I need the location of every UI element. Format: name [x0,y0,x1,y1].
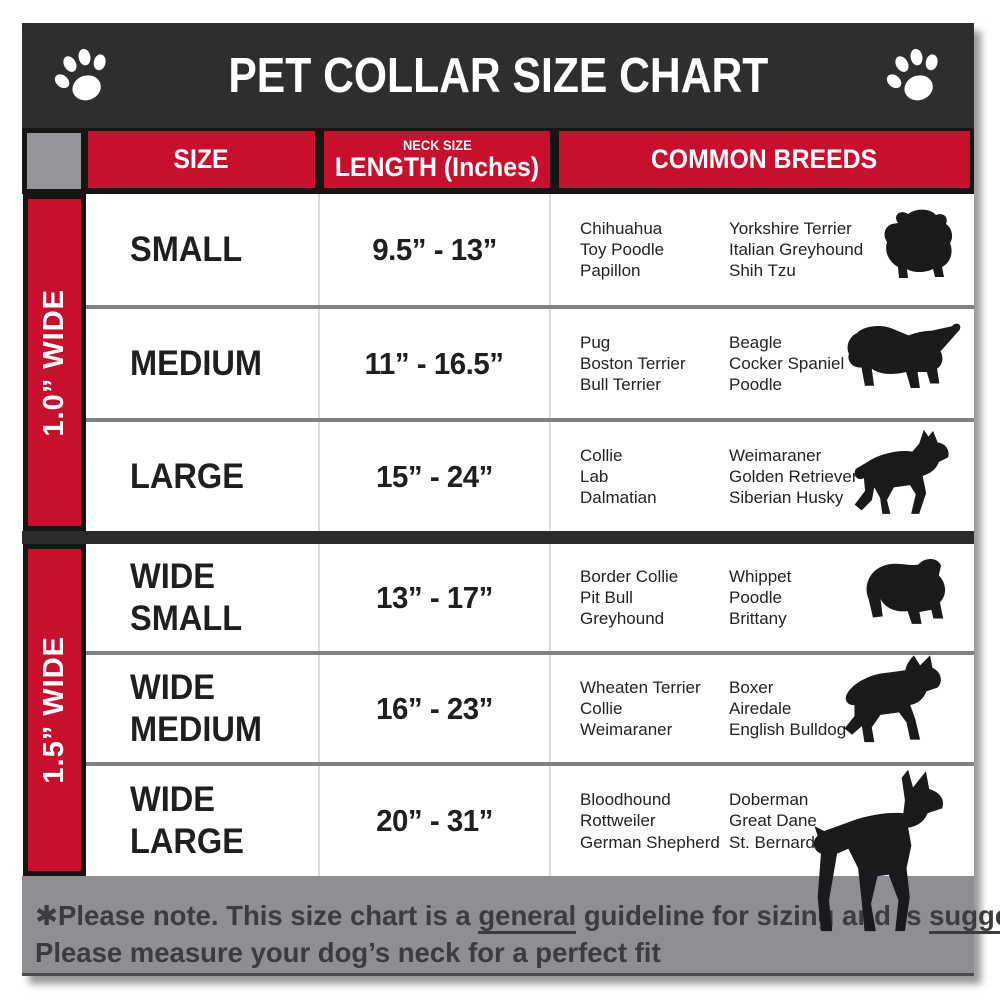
neck-range: 15” - 24” [376,458,493,494]
breeds-cell: Collie Lab Dalmatian Weimaraner Golden R… [549,422,974,531]
breeds-list: Weimaraner Golden Retriever Siberian Hus… [729,445,858,508]
pitbull-dog-icon [842,648,966,757]
footnote-text: ✱Please note. This size chart is a [35,900,479,931]
section-label-1-inch: 1.0” WIDE [38,288,70,437]
size-label: MEDIUM [130,343,263,383]
bulldog-dog-icon [860,553,968,643]
table-row-wide-small: WIDE SMALL 13” - 17” Border Collie Pit B… [86,544,974,651]
breeds-list: Collie Lab Dalmatian [580,445,657,508]
breeds-list: Yorkshire Terrier Italian Greyhound Shih… [729,218,864,281]
section-strip-1-5-inch-wide: 1.5” WIDE [23,544,86,876]
table-row-large: LARGE 15” - 24” Collie Lab Dalmatian Wei… [86,418,974,531]
section-label-1-5-inch: 1.5” WIDE [38,636,70,784]
neck-size-cell: 11” - 16.5” [318,309,549,418]
size-label: WIDE MEDIUM [130,667,263,749]
small-fluffy-dog-icon [868,207,968,293]
size-cell: MEDIUM [86,309,318,418]
neck-size-cell: 13” - 17” [318,544,549,651]
section-divider-bar [22,531,974,544]
shepherd-dog-icon [852,424,968,530]
column-header-size: SIZE [88,131,315,188]
table-row-medium: MEDIUM 11” - 16.5” Pug Boston Terrier Bu… [86,305,974,418]
footnote-line-2: Please measure your dog’s neck for a per… [35,936,661,968]
title-bar: PET COLLAR SIZE CHART [22,23,974,128]
footnote-underlined-word: general [478,900,577,934]
neck-range: 13” - 17” [376,579,493,615]
breeds-cell: Pug Boston Terrier Bull Terrier Beagle C… [549,309,974,418]
size-cell: LARGE [86,422,318,531]
neck-size-cell: 9.5” - 13” [318,194,549,305]
paw-print-icon [882,45,946,109]
breeds-list: Pug Boston Terrier Bull Terrier [580,332,686,395]
breeds-list: Wheaten Terrier Collie Weimaraner [580,677,701,740]
header-corner-spacer [22,128,86,194]
table-row-small: SMALL 9.5” - 13” Chihuahua Toy Poodle Pa… [86,194,974,305]
breeds-cell: Chihuahua Toy Poodle Papillon Yorkshire … [549,194,974,305]
breeds-cell: Border Collie Pit Bull Greyhound Whippet… [549,544,974,651]
column-header-neck-size: NECK SIZE LENGTH (Inches) [324,131,550,188]
size-cell: WIDE LARGE [86,766,318,876]
size-label: WIDE LARGE [130,780,244,861]
column-header-size-label: SIZE [173,144,230,175]
table-row-wide-large: WIDE LARGE 20” - 31” Bloodhound Rottweil… [86,762,974,932]
neck-size-cell: 16” - 23” [318,655,549,762]
neck-size-cell: 20” - 31” [318,766,549,876]
section-strip-1-inch-wide: 1.0” WIDE [23,194,86,531]
doberman-dog-icon [811,768,973,936]
column-header-common-breeds: COMMON BREEDS [559,131,970,188]
neck-range: 11” - 16.5” [365,345,504,381]
page-title: PET COLLAR SIZE CHART [227,48,768,103]
breeds-list: Boxer Airedale English Bulldog [729,677,847,740]
table-header-row: SIZE NECK SIZE LENGTH (Inches) COMMON BR… [22,128,974,194]
breeds-list: Beagle Cocker Spaniel Poodle [729,332,845,395]
neck-range: 20” - 31” [376,803,493,838]
size-cell: SMALL [86,194,318,305]
size-cell: WIDE SMALL [86,544,318,651]
beagle-dog-icon [842,317,968,411]
size-label: SMALL [130,229,243,269]
breeds-list: Chihuahua Toy Poodle Papillon [580,218,665,281]
column-header-breeds-label: COMMON BREEDS [651,144,878,175]
breeds-list: Bloodhound Rottweiler German Shepherd [580,790,720,852]
paw-print-icon [50,45,114,109]
breeds-list: Doberman Great Dane St. Bernard [729,790,817,852]
table-row-wide-medium: WIDE MEDIUM 16” - 23” Wheaten Terrier Co… [86,651,974,762]
breeds-list: Whippet Poodle Brittany [729,566,792,629]
footnote-panel: ✱Please note. This size chart is a gener… [22,876,1000,976]
footnote-underlined-word: suggestive [929,900,1000,934]
neck-size-cell: 15” - 24” [318,422,549,531]
column-header-neck-sub-label: NECK SIZE [402,136,472,153]
breeds-cell: Bloodhound Rottweiler German Shepherd Do… [549,766,974,932]
neck-range: 16” - 23” [376,690,493,726]
neck-range: 9.5” - 13” [372,231,497,267]
size-label: WIDE SMALL [130,556,243,638]
column-header-neck-main-label: LENGTH (Inches) [334,152,540,183]
breeds-list: Border Collie Pit Bull Greyhound [580,566,679,629]
size-chart-card: PET COLLAR SIZE CHART SIZE NECK SIZE LEN… [22,23,1000,976]
breeds-cell: Wheaten Terrier Collie Weimaraner Boxer … [549,655,974,762]
size-cell: WIDE MEDIUM [86,655,318,762]
size-label: LARGE [130,456,244,496]
footnote-line-1: ✱Please note. This size chart is a gener… [35,898,1000,935]
